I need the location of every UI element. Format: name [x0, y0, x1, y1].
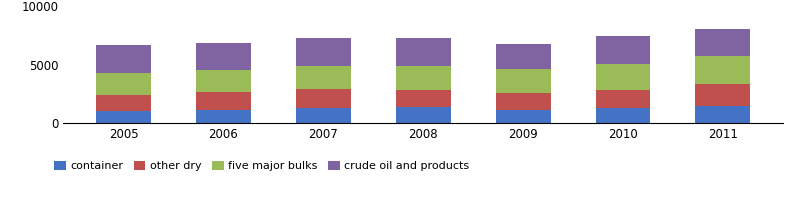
Bar — [695, 56, 751, 84]
Bar — [396, 90, 451, 107]
Bar — [296, 89, 350, 108]
Bar — [596, 64, 650, 90]
Bar — [596, 36, 650, 64]
Bar — [96, 95, 151, 111]
Bar — [596, 90, 650, 108]
Bar — [196, 110, 251, 123]
Bar — [196, 92, 251, 110]
Bar — [496, 69, 551, 93]
Bar — [695, 106, 751, 123]
Bar — [396, 66, 451, 90]
Bar — [695, 84, 751, 106]
Bar — [96, 73, 151, 95]
Bar — [396, 107, 451, 123]
Legend: container, other dry, five major bulks, crude oil and products: container, other dry, five major bulks, … — [55, 161, 469, 171]
Bar — [496, 44, 551, 69]
Bar — [196, 70, 251, 92]
Bar — [96, 45, 151, 73]
Bar — [296, 108, 350, 123]
Bar — [596, 108, 650, 123]
Bar — [96, 111, 151, 123]
Bar — [296, 66, 350, 89]
Bar — [496, 110, 551, 123]
Bar — [296, 38, 350, 66]
Bar — [196, 43, 251, 70]
Bar — [496, 93, 551, 110]
Bar — [396, 38, 451, 66]
Bar — [695, 29, 751, 56]
